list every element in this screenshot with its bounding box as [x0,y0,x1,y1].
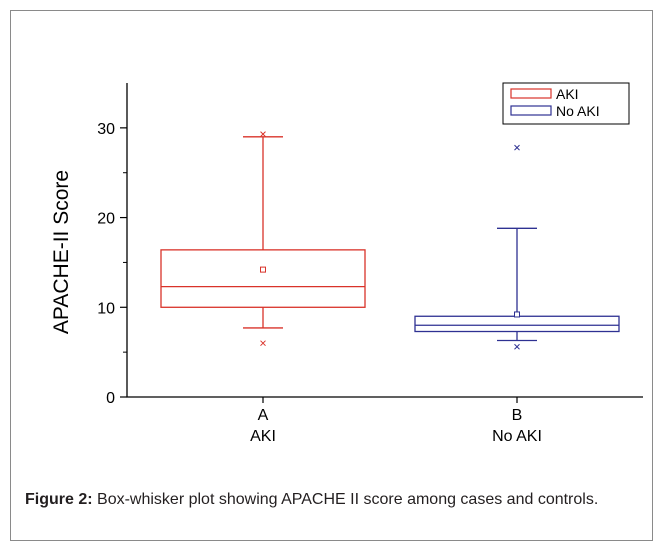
y-axis-label: APACHE-II Score [50,170,73,334]
box-1 [160,131,366,347]
figure-caption: Figure 2: Box-whisker plot showing APACH… [25,488,645,512]
legend-swatch [510,105,552,116]
y-tick-label: 30 [97,121,115,138]
x-tick-label: A [258,407,269,424]
iqr-box [414,315,620,333]
caption-text: Box-whisker plot showing APACHE II score… [97,491,599,508]
legend-label: No AKI [556,103,600,119]
x-tick-label: B [512,407,523,424]
boxes [160,131,620,350]
iqr-box [160,249,366,308]
outlier-stroke [514,343,520,350]
outlier-marker [260,131,266,137]
y-tick-label: 10 [97,300,115,317]
y-tick-label: 0 [106,390,115,407]
legend-swatch [510,88,552,99]
outlier-marker [260,340,266,347]
caption-label: Figure 2: [25,491,93,508]
mean-marker [514,311,520,318]
x-category-label: AKI [250,428,276,445]
legend-label: AKI [556,86,579,102]
axes: 0 10 20 30 APACHE-II Score A AKI B No AKI [50,83,643,445]
outlier-marker [514,144,520,151]
box-2 [414,144,620,350]
outlier-stroke [260,131,266,137]
mean-marker [260,266,266,273]
outlier-stroke [260,340,266,347]
outlier-stroke [514,144,520,151]
y-tick-label: 20 [97,211,115,228]
outlier-marker [514,343,520,350]
x-category-label: No AKI [492,428,542,445]
